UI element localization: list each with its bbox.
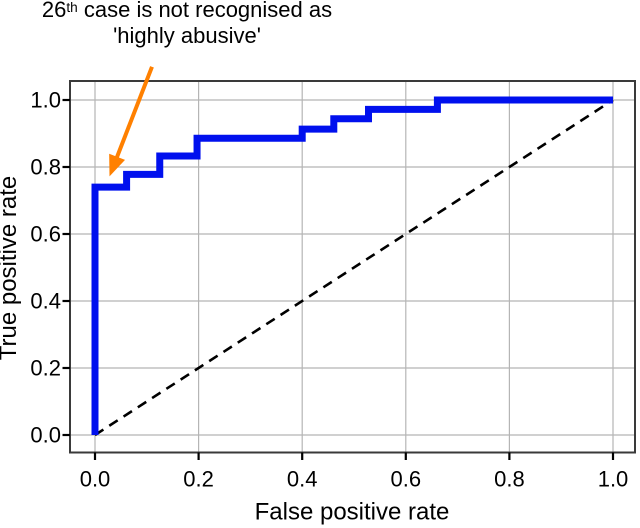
plot-frame — [69, 80, 636, 454]
chance-line — [94, 98, 614, 437]
y-tick-label: 0.4 — [30, 289, 61, 314]
annotation-arrow — [109, 66, 154, 177]
x-tick-label: 0.0 — [80, 467, 111, 492]
annotation-line1-base: 26 — [41, 0, 67, 22]
y-ticks — [62, 98, 70, 437]
y-tick-label: 0.8 — [30, 155, 61, 180]
x-tick-labels: 0.0 0.2 0.4 0.6 0.8 1.0 — [80, 467, 629, 492]
x-tick-label: 0.2 — [183, 467, 214, 492]
annotation-line1-rest: case is not recognised as — [83, 0, 333, 22]
annotation-line2: 'highly abusive' — [113, 23, 261, 48]
x-tick-label: 1.0 — [598, 467, 629, 492]
x-axis-label: False positive rate — [255, 498, 450, 525]
y-tick-label: 1.0 — [30, 88, 61, 113]
x-tick-label: 0.6 — [391, 467, 422, 492]
arrow-head — [109, 153, 126, 177]
y-tick-label: 0.2 — [30, 356, 61, 381]
x-tick-label: 0.4 — [287, 467, 318, 492]
y-tick-label: 0.0 — [30, 423, 61, 448]
annotation: 26th case is not recognised as 'highly a… — [20, 0, 354, 49]
y-tick-label: 0.6 — [30, 222, 61, 247]
y-axis-label: True positive rate — [0, 176, 22, 361]
chance-line-path — [94, 98, 614, 437]
roc-curve — [91, 96, 613, 435]
roc-curve-path — [91, 96, 613, 435]
gridlines — [70, 81, 635, 453]
x-tick-label: 0.8 — [494, 467, 525, 492]
arrow-shaft — [112, 66, 154, 165]
annotation-line1: 26th case is not recognised as — [20, 0, 354, 23]
x-ticks — [93, 452, 615, 460]
annotation-superscript: th — [66, 0, 78, 15]
y-tick-labels: 0.0 0.2 0.4 0.6 0.8 1.0 — [30, 88, 61, 448]
